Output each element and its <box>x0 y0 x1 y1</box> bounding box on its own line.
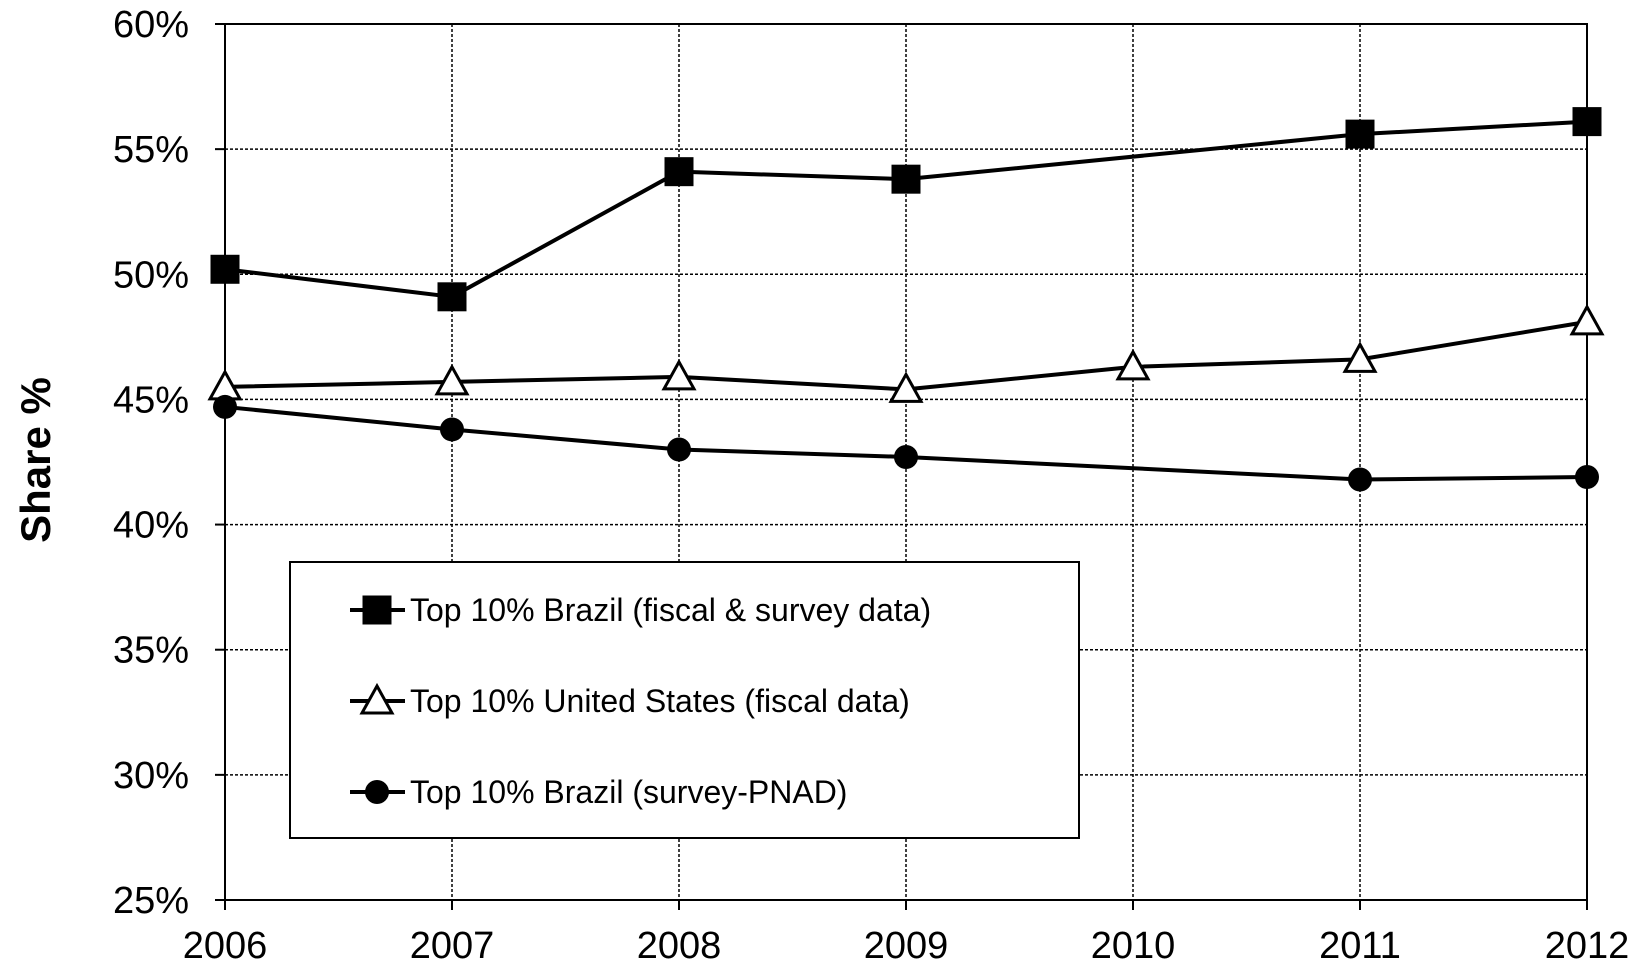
y-tick-label: 55% <box>113 129 189 171</box>
series-line <box>224 404 1588 482</box>
x-tick-label: 2009 <box>864 925 949 967</box>
data-point-circle <box>365 780 389 804</box>
y-tick-label: 45% <box>113 379 189 421</box>
y-tick-label: 30% <box>113 755 189 797</box>
data-point-circle <box>1575 465 1599 490</box>
data-point-triangle <box>434 363 470 396</box>
legend: Top 10% Brazil (fiscal & survey data) Top… <box>289 561 1080 839</box>
y-tick-label: 25% <box>113 880 189 922</box>
data-point-triangle <box>1569 303 1605 336</box>
x-tick-label: 2011 <box>1319 925 1401 967</box>
data-point-triangle <box>359 682 395 715</box>
data-point-circle <box>667 437 691 462</box>
data-point-triangle <box>888 371 924 403</box>
x-tick-label: 2010 <box>1091 925 1176 967</box>
data-point-circle <box>894 444 918 469</box>
y-axis-title: Share % <box>12 377 59 543</box>
y-axis-ticks: 25% 30% 35% 40% 45% 50% 55% 60% <box>113 4 225 922</box>
y-tick-label: 60% <box>113 4 189 46</box>
legend-label: Top 10% Brazil (fiscal & survey data) <box>410 592 931 628</box>
data-point-square <box>362 595 392 625</box>
data-point-triangle <box>1115 348 1151 381</box>
data-point-circle <box>1348 467 1372 492</box>
legend-label: Top 10% Brazil (survey-PNAD) <box>410 774 847 810</box>
data-point-square <box>437 282 467 312</box>
y-tick-label: 40% <box>113 505 189 547</box>
x-tick-label: 2006 <box>183 925 268 967</box>
data-point-square <box>664 157 694 187</box>
data-point-square <box>1572 107 1602 137</box>
data-point-triangle <box>1342 341 1378 373</box>
data-point-triangle <box>661 358 697 391</box>
x-tick-label: 2007 <box>410 925 495 967</box>
data-point-circle <box>213 394 237 419</box>
y-tick-label: 35% <box>113 630 189 672</box>
data-point-circle <box>440 417 464 442</box>
legend-label: Top 10% United States (fiscal data) <box>410 683 910 719</box>
series-markers <box>207 107 1605 492</box>
legend-box <box>289 561 1080 839</box>
y-tick-label: 50% <box>113 254 189 296</box>
x-axis-ticks: 2006 2007 2008 2009 2010 2011 2012 <box>183 900 1630 967</box>
series-line <box>224 119 1588 299</box>
x-tick-label: 2012 <box>1545 925 1630 967</box>
data-point-square <box>210 254 240 284</box>
x-tick-label: 2008 <box>637 925 722 967</box>
data-point-square <box>1345 119 1375 149</box>
data-point-square <box>891 164 921 194</box>
